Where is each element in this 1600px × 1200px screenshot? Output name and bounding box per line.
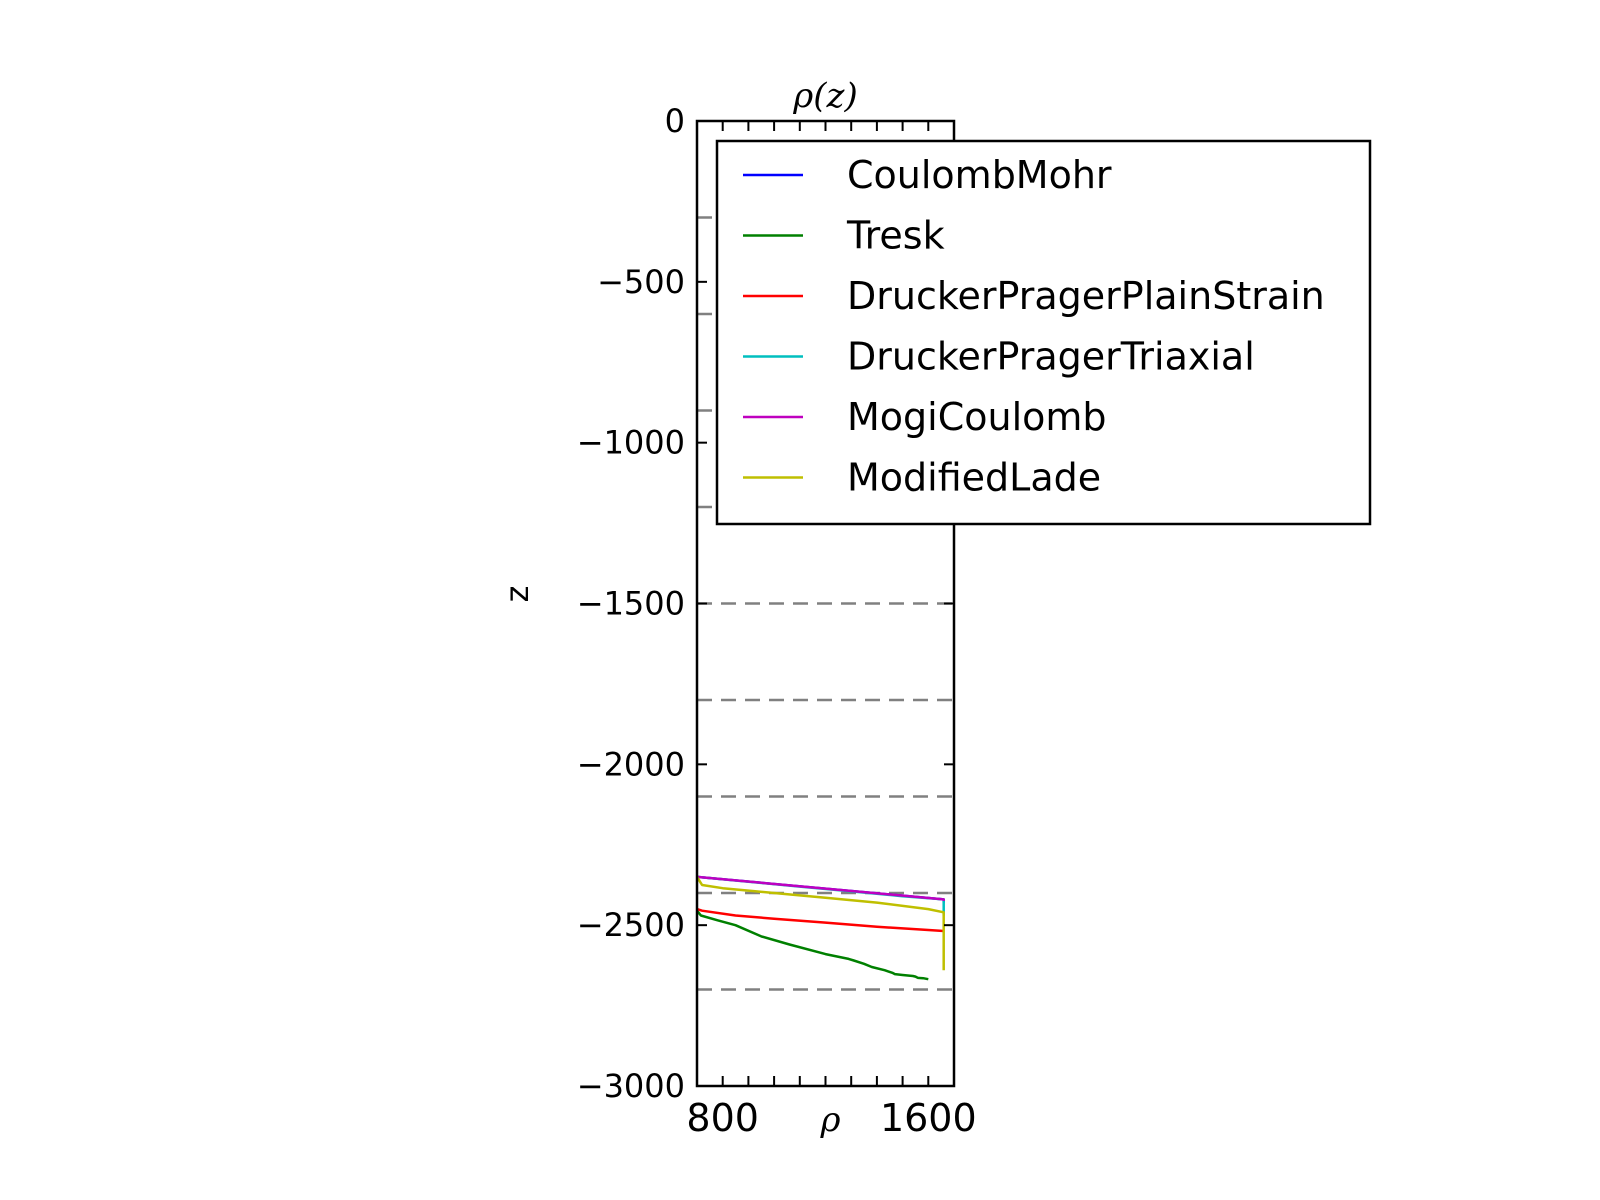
ytick-label-2: −1000 — [577, 424, 685, 462]
legend: CoulombMohr Tresk DruckerPragerPlainStrain… — [715, 139, 1372, 526]
ytick-label-0: 0 — [665, 102, 685, 140]
legend-label-ModifiedLade: ModifiedLade — [847, 456, 1101, 500]
y-axis-label: z — [498, 586, 536, 603]
legend-label-CoulombMohr: CoulombMohr — [847, 153, 1112, 197]
series-line-ModifiedLade — [695, 876, 945, 971]
ytick-label-6: −3000 — [577, 1067, 685, 1105]
ytick-label-4: −2000 — [577, 745, 685, 783]
xtick-label-0: 800 — [686, 1096, 759, 1140]
legend-label-DruckerPragerPlainStrain: DruckerPragerPlainStrain — [847, 274, 1325, 318]
legend-box — [715, 139, 1372, 526]
series-lines — [695, 875, 945, 981]
chart-title: ρ(z) — [792, 76, 857, 116]
legend-label-Tresk: Tresk — [846, 214, 945, 258]
xtick-label-1: 1600 — [880, 1096, 977, 1140]
series-line-Tresk — [696, 909, 929, 981]
x-axis-label: ρ — [820, 1100, 841, 1140]
series-line-MogiCoulomb — [696, 875, 945, 901]
legend-label-MogiCoulomb: MogiCoulomb — [847, 395, 1107, 439]
ytick-label-3: −1500 — [577, 585, 685, 623]
ytick-label-1: −500 — [597, 263, 685, 301]
legend-label-DruckerPragerTriaxial: DruckerPragerTriaxial — [847, 335, 1255, 379]
ytick-label-5: −2500 — [577, 906, 685, 944]
series-line-DruckerPragerPlainStrain — [696, 907, 944, 933]
